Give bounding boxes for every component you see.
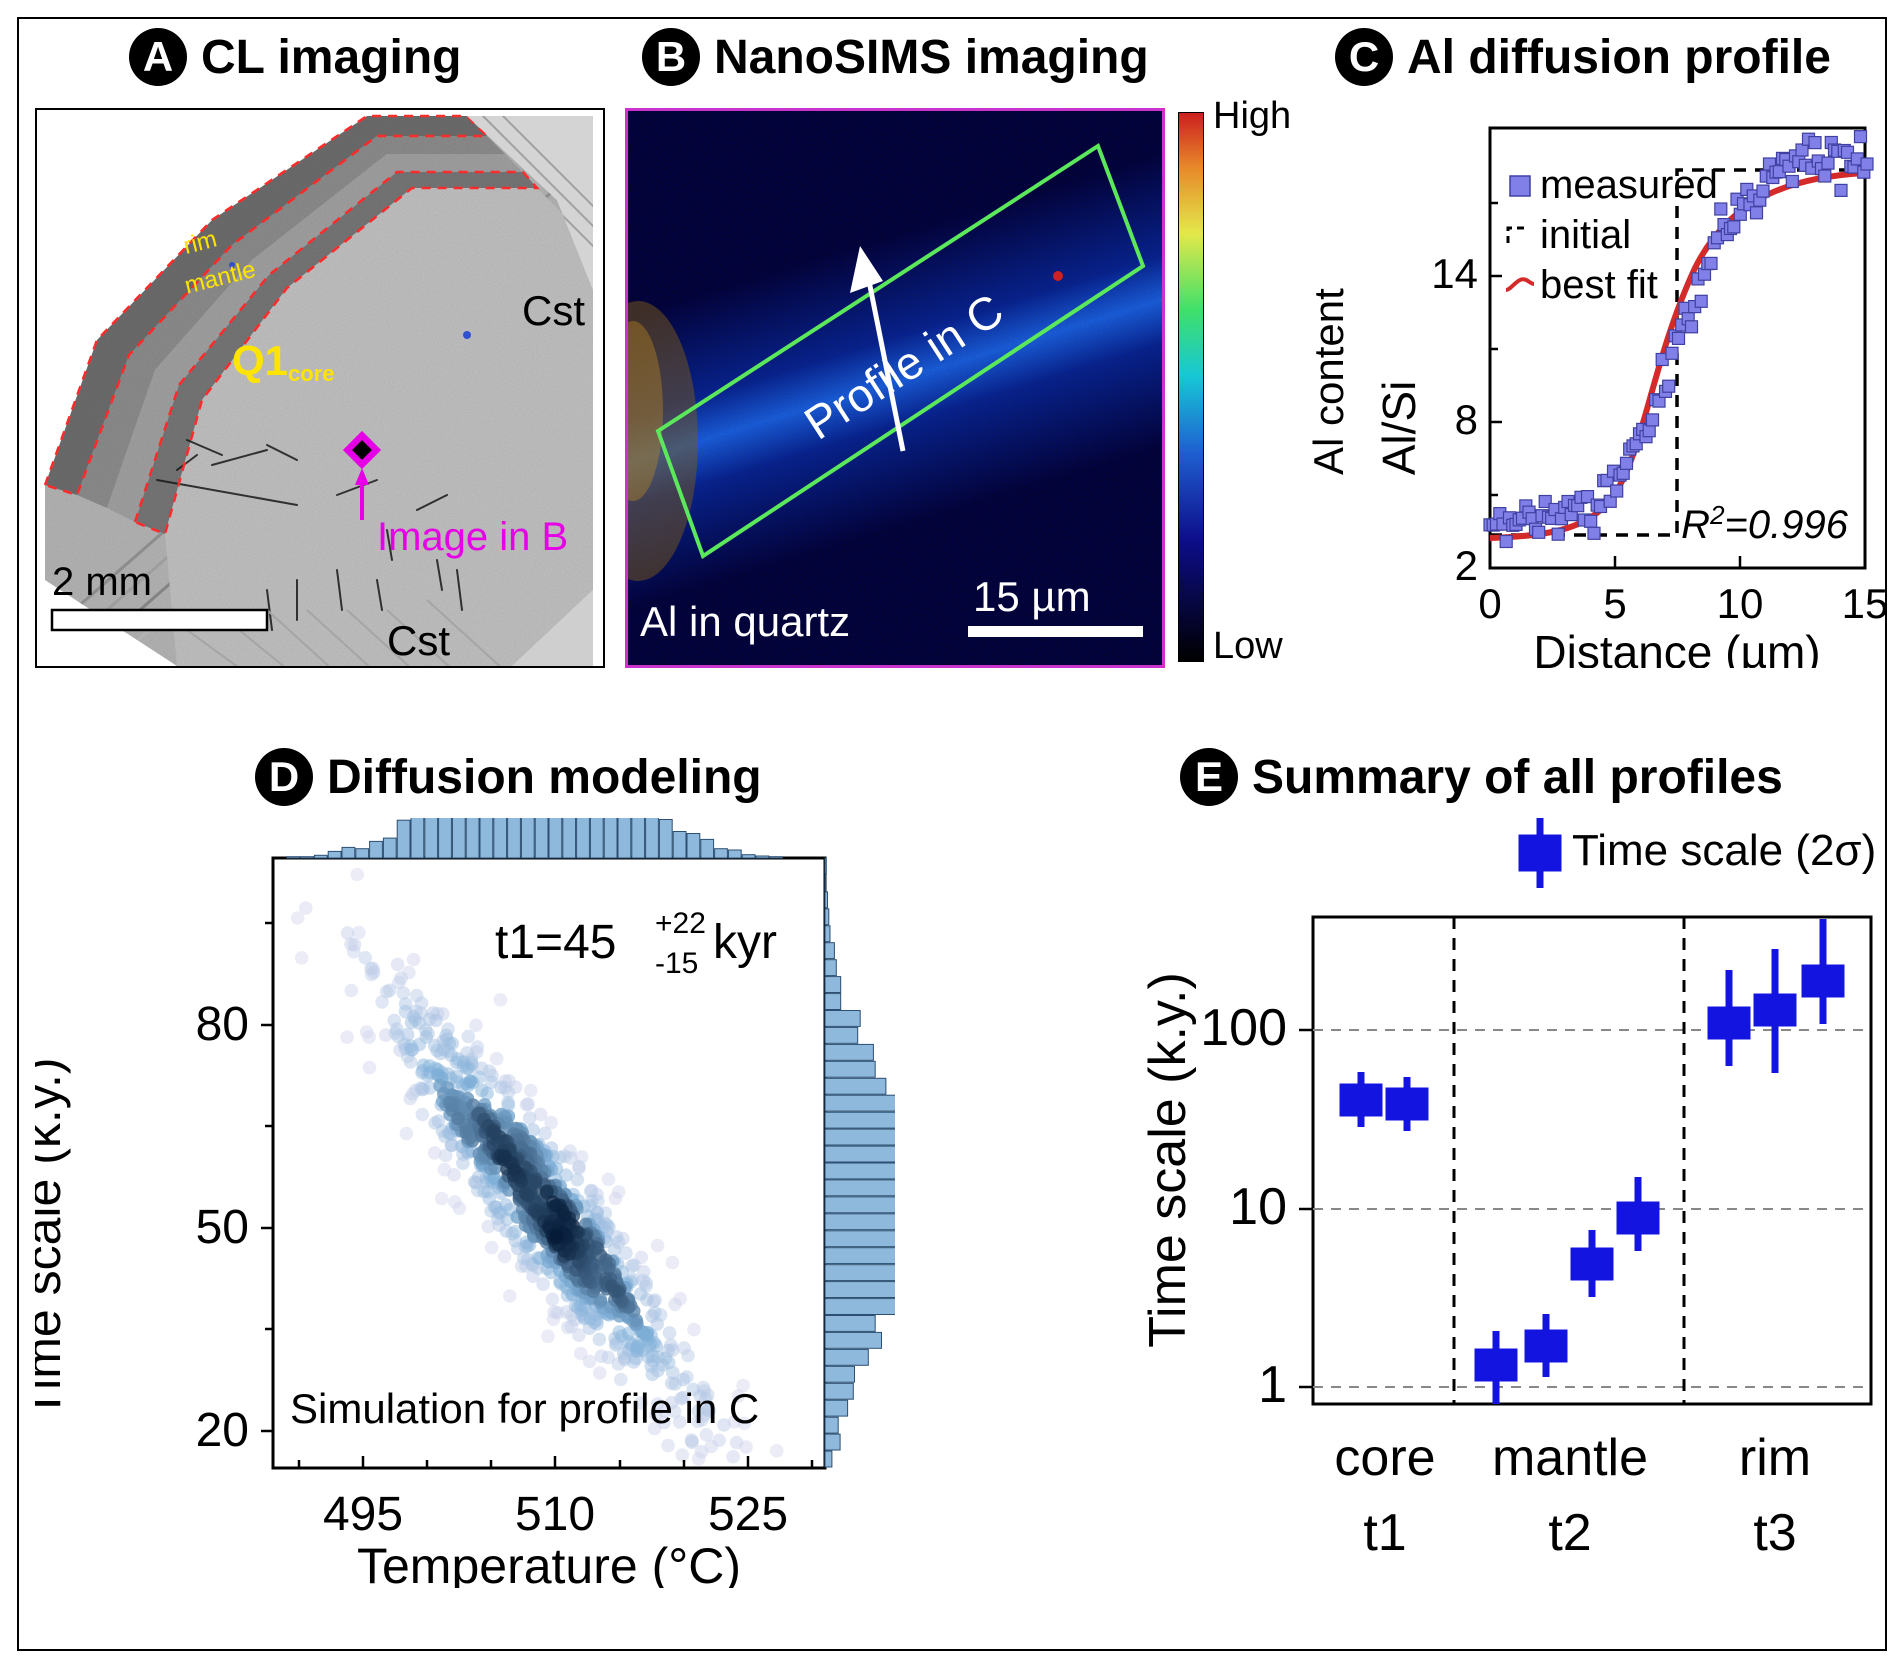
svg-text:kyr: kyr bbox=[713, 916, 777, 969]
svg-text:initial: initial bbox=[1540, 213, 1631, 257]
svg-text:Al/Si: Al/Si bbox=[1373, 381, 1425, 476]
svg-text:Simulation for profile in C: Simulation for profile in C bbox=[290, 1385, 759, 1432]
svg-text:Al in quartz: Al in quartz bbox=[640, 598, 850, 645]
svg-text:80: 80 bbox=[196, 998, 249, 1051]
svg-text:10: 10 bbox=[1717, 580, 1764, 627]
svg-text:R2=0.996: R2=0.996 bbox=[1681, 500, 1849, 547]
svg-text:8: 8 bbox=[1455, 396, 1478, 443]
svg-text:best fit: best fit bbox=[1540, 263, 1658, 307]
svg-text:15: 15 bbox=[1842, 580, 1885, 627]
svg-text:Cst: Cst bbox=[387, 617, 450, 664]
svg-text:15 µm: 15 µm bbox=[973, 573, 1091, 620]
svg-text:495: 495 bbox=[323, 1488, 403, 1541]
svg-text:2 mm: 2 mm bbox=[52, 560, 152, 604]
svg-text:Distance (µm): Distance (µm) bbox=[1533, 626, 1820, 668]
svg-text:525: 525 bbox=[708, 1488, 788, 1541]
svg-text:t1: t1 bbox=[1363, 1504, 1406, 1562]
svg-text:+22: +22 bbox=[655, 907, 706, 940]
svg-text:Time scale (k.y.): Time scale (k.y.) bbox=[1139, 972, 1197, 1348]
svg-text:2: 2 bbox=[1455, 542, 1478, 589]
svg-text:mantle: mantle bbox=[1492, 1429, 1648, 1487]
svg-text:-15: -15 bbox=[655, 947, 698, 980]
svg-text:20: 20 bbox=[196, 1404, 249, 1457]
svg-text:Time scale (k.y.): Time scale (k.y.) bbox=[35, 1057, 71, 1418]
svg-text:14: 14 bbox=[1431, 250, 1478, 297]
svg-text:100: 100 bbox=[1200, 999, 1287, 1057]
svg-text:Image in B: Image in B bbox=[377, 515, 568, 559]
svg-text:Time scale (2σ): Time scale (2σ) bbox=[1572, 826, 1876, 875]
svg-text:t1=45: t1=45 bbox=[495, 916, 616, 969]
svg-text:Cst: Cst bbox=[522, 287, 585, 334]
svg-text:rim: rim bbox=[1739, 1429, 1811, 1487]
svg-text:0: 0 bbox=[1478, 580, 1501, 627]
svg-text:5: 5 bbox=[1603, 580, 1626, 627]
svg-text:510: 510 bbox=[515, 1488, 595, 1541]
svg-text:Temperature (°C): Temperature (°C) bbox=[357, 1538, 741, 1588]
svg-text:t2: t2 bbox=[1548, 1504, 1591, 1562]
svg-text:1: 1 bbox=[1258, 1356, 1287, 1414]
svg-text:10: 10 bbox=[1229, 1178, 1287, 1236]
svg-text:50: 50 bbox=[196, 1201, 249, 1254]
svg-text:t3: t3 bbox=[1753, 1504, 1796, 1562]
svg-text:measured: measured bbox=[1540, 163, 1718, 207]
svg-text:core: core bbox=[1334, 1429, 1435, 1487]
